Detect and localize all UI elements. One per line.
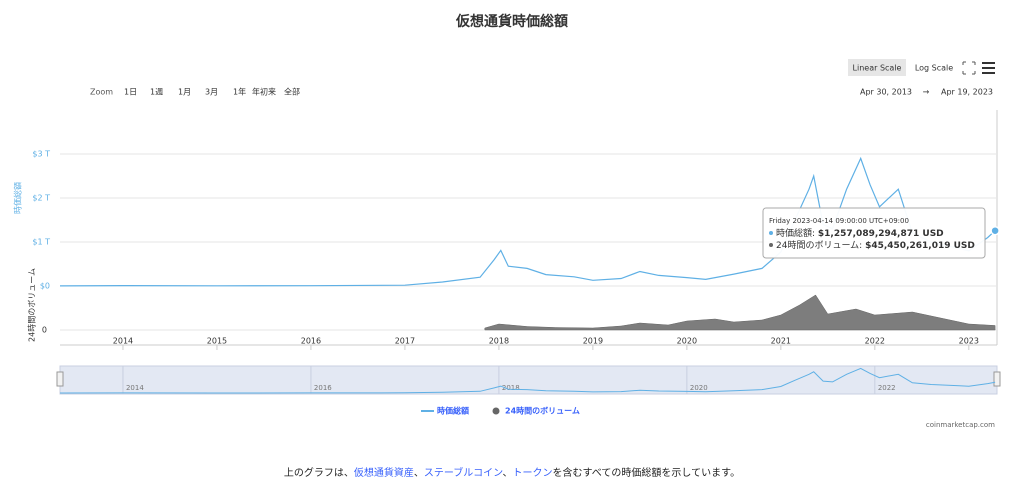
zoom-button[interactable]: 1週	[150, 88, 163, 97]
scale-button-bg	[848, 59, 906, 76]
navigator-tick-label: 2020	[690, 384, 708, 392]
tooltip-symbol	[769, 231, 773, 235]
y-tick-label: $1 T	[32, 238, 50, 247]
volume-area	[484, 294, 996, 331]
x-tick-label: 2016	[301, 337, 321, 346]
icon-shape	[982, 62, 995, 74]
tooltip-value: $45,450,261,019 USD	[865, 241, 975, 251]
y2-axis-label: 24時間のボリューム	[28, 268, 37, 342]
tooltip-symbol	[769, 243, 773, 247]
tooltip-value: $1,257,089,294,871 USD	[818, 229, 944, 239]
scale-button[interactable]: Linear Scale	[853, 64, 902, 73]
menu-icon[interactable]	[982, 62, 995, 74]
y-tick-label: $0	[40, 282, 50, 291]
legend-symbol	[492, 407, 500, 415]
y-tick-label: $2 T	[32, 194, 50, 203]
navigator-handle[interactable]	[56, 371, 64, 387]
x-tick-label: 2018	[489, 337, 509, 346]
tooltip-line: 24時間のボリューム: $45,450,261,019 USD	[776, 240, 975, 251]
x-tick-label: 2023	[959, 337, 979, 346]
y-tick-label: $3 T	[32, 150, 50, 159]
tooltip-label: 24時間のボリューム:	[776, 240, 865, 251]
tooltip-line: 時価総額: $1,257,089,294,871 USD	[776, 227, 944, 239]
zoom-button[interactable]: 1年	[233, 87, 246, 97]
zoom-button[interactable]: 全部	[284, 87, 300, 97]
caption-link[interactable]: ステーブルコイン	[423, 468, 503, 479]
x-tick-label: 2019	[583, 337, 603, 346]
x-tick-label: 2021	[771, 337, 791, 346]
credit: coinmarketcap.com	[926, 421, 995, 429]
chart-title: 仮想通貨時価総額	[455, 13, 568, 30]
zoom-button[interactable]: 1月	[178, 88, 191, 97]
y2-tick-label: 0	[42, 326, 47, 335]
range-to: Apr 19, 2023	[941, 88, 993, 97]
y-axis-label: 時価総額	[13, 182, 23, 214]
zoom-button[interactable]: 3月	[205, 88, 218, 97]
navigator-handle[interactable]	[993, 371, 1001, 387]
caption-link[interactable]: トークン	[512, 468, 553, 479]
tooltip: Friday 2023-04-14 09:00:00 UTC+09:00 時価総額…	[762, 207, 986, 259]
caption: 上のグラフは、仮想通貨資産、ステーブルコイン、トークンを含むすべての時価総額を示…	[0, 464, 1024, 479]
navigator-tick-label: 2022	[878, 384, 896, 392]
navigator-tick-label: 2018	[502, 384, 520, 392]
navigator-line	[59, 367, 996, 394]
hover-point	[990, 225, 1000, 236]
fullscreen-icon[interactable]	[962, 61, 976, 75]
zoom-button[interactable]: 年初来	[252, 87, 276, 97]
x-tick-label: 2017	[395, 337, 415, 346]
range-separator: →	[923, 88, 930, 97]
caption-link[interactable]: 仮想通貨資産	[353, 468, 414, 479]
x-tick-label: 2014	[113, 337, 133, 346]
x-tick-label: 2015	[207, 337, 227, 346]
x-tick-label: 2020	[677, 337, 697, 346]
x-tick-label: 2022	[865, 337, 885, 346]
navigator-tick-label: 2014	[126, 384, 144, 392]
navigator-tick-label: 2016	[314, 384, 332, 392]
legend-label[interactable]: 24時間のボリューム	[505, 406, 580, 416]
market-cap-line	[59, 156, 996, 287]
caption-text: 上のグラフは、	[283, 468, 354, 479]
range-from: Apr 30, 2013	[860, 88, 912, 97]
zoom-label: Zoom	[90, 88, 113, 97]
legend-label[interactable]: 時価総額	[437, 406, 469, 416]
zoom-button[interactable]: 1日	[124, 88, 137, 97]
icon-shape	[962, 61, 976, 75]
tooltip-date: Friday 2023-04-14 09:00:00 UTC+09:00	[769, 217, 909, 225]
tooltip-box	[762, 207, 986, 259]
caption-text: 、	[413, 468, 424, 479]
caption-text: を含むすべての時価総額を示しています。	[552, 468, 741, 479]
caption-text: 、	[502, 468, 513, 479]
tooltip-label: 時価総額:	[776, 227, 818, 239]
scale-button[interactable]: Log Scale	[915, 64, 953, 73]
